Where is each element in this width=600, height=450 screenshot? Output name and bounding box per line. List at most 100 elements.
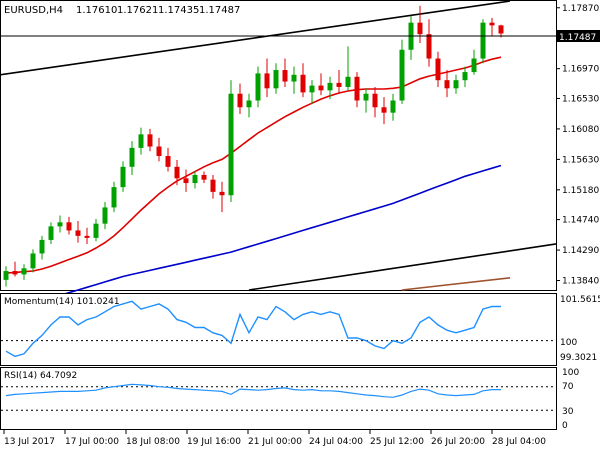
candle-body [201,174,207,180]
rsi-axis-0: 0 [562,421,568,431]
candle-body [174,166,180,179]
candle [264,58,270,98]
momentum-plot-area [1,300,556,358]
candle [39,235,45,260]
candle-body [21,268,27,275]
momentum-axis-top: 101.5615 [560,295,600,305]
ohlc-close: 1.17487 [199,5,240,16]
candle [219,181,225,213]
candle [300,63,306,98]
candle-body [372,93,378,108]
time-tick-label: 26 Jul 20:00 [431,437,485,447]
candle-body [219,191,225,196]
price-tick-label: 1.14290 [562,246,599,256]
candle-body [282,70,288,82]
candle [336,70,342,94]
upper-trendline [0,0,511,76]
price-panel-frame [0,0,557,291]
candle [12,261,18,277]
candle-body [390,100,396,113]
price-tick-label: 1.15180 [562,186,599,196]
candle [138,127,144,155]
current-price-box [557,30,600,42]
price-axis: 1.17870 1.16970 1.16530 1.16080 1.15630 1.151… [556,4,599,287]
price-plot-area [0,0,557,313]
candle [327,76,333,100]
candle-body [462,72,468,81]
candle-body [183,178,189,184]
candle [120,161,126,192]
candle [354,72,360,108]
candle [309,80,315,104]
candle-body [444,80,450,89]
momentum-title: Momentum(14) 101.0241 [4,297,120,307]
candle [165,147,171,172]
candle-body [3,271,9,280]
candle-body [318,85,324,91]
symbol-label: EURUSD,H4 [4,5,63,16]
candle-body [264,73,270,89]
candle [3,266,9,287]
rsi-line [5,383,501,398]
candle-body [93,223,99,238]
candle [480,19,486,64]
price-tick-label: 1.17870 [562,4,599,14]
candle-body [345,76,351,87]
candle [426,19,432,67]
candle-body [426,34,432,59]
candle [471,49,477,75]
time-tick-label: 24 Jul 04:00 [309,437,363,447]
price-panel: EURUSD,H4 1.17610 1.17621 1.17435 1.1748… [0,0,557,313]
candle [381,97,387,125]
candle [282,58,288,87]
candle [192,171,198,189]
candle-body [165,155,171,167]
candle-body [381,107,387,113]
candle-body [129,147,135,167]
candle [102,202,108,230]
rsi-axis-30: 30 [562,407,574,417]
candle [201,171,207,184]
momentum-line [5,300,501,358]
momentum-axis-mid: 100 [560,338,577,348]
candle [453,74,459,94]
time-axis: 13 Jul 2017 17 Jul 00:00 18 Jul 08:00 19 Ju… [3,430,546,447]
candle [498,24,504,38]
candle-body [417,22,423,35]
ohlc-open: 1.17610 [76,5,117,16]
candle [462,66,468,87]
candle-body [291,74,297,82]
rsi-plot-area [1,383,556,411]
candle [228,80,234,203]
candle-body [30,253,36,269]
time-tick-label: 13 Jul 2017 [4,437,55,447]
candle-body [75,230,81,236]
time-tick-label: 18 Jul 08:00 [126,437,180,447]
candle [48,222,54,244]
candle [345,46,351,91]
momentum-panel-frame [0,293,557,366]
candle-body [102,207,108,224]
ohlc-low: 1.17435 [158,5,199,16]
candle [129,141,135,175]
candle-body [228,93,234,196]
candle-body [39,239,45,254]
candle [390,93,396,121]
price-tick-label: 1.16530 [562,94,599,104]
candle-body [255,73,261,101]
candle [444,70,450,98]
ohlc-high: 1.17621 [117,5,158,16]
slow-moving-average [5,164,502,313]
candle-body [435,58,441,81]
candle-body [192,174,198,184]
time-tick-label: 17 Jul 00:00 [65,437,119,447]
candle-body [237,93,243,108]
current-price-label: 1.17487 [559,33,596,43]
candle-body [111,187,117,208]
price-tick-label: 1.16080 [562,125,599,135]
candle [318,73,324,96]
candle [183,169,189,192]
candle [255,66,261,108]
candle-body [210,179,216,192]
